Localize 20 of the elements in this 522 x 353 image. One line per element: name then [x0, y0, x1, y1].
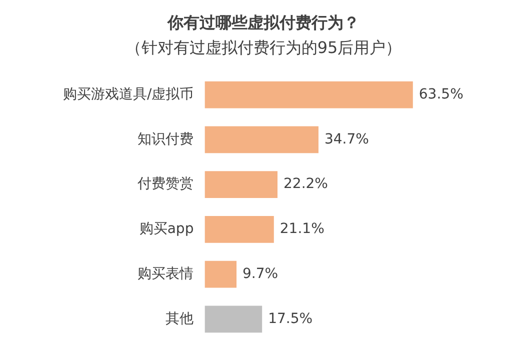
- bar: [204, 171, 278, 198]
- chart-title: 你有过哪些虚拟付费行为？: [166, 12, 360, 32]
- chart-subtitle: （针对有过虚拟付费行为的95后用户）: [125, 38, 402, 57]
- bar: [204, 306, 262, 333]
- data-label: 17.5%: [268, 310, 313, 327]
- y-tick-label: 购买表情: [138, 266, 194, 282]
- bar: [204, 126, 318, 154]
- data-label: 22.2%: [284, 176, 328, 192]
- y-tick-label: 购买游戏道具/虚拟币: [63, 86, 194, 102]
- bar: [204, 260, 237, 288]
- data-label: 63.5%: [418, 86, 464, 102]
- y-tick-label: 购买app: [139, 221, 194, 238]
- y-tick-label: 付费赞赏: [136, 176, 194, 192]
- data-label: 9.7%: [242, 266, 278, 282]
- data-label: 34.7%: [324, 131, 369, 148]
- data-label: 21.1%: [280, 221, 324, 238]
- y-tick-label: 其他: [166, 310, 194, 327]
- y-tick-label: 知识付费: [138, 131, 194, 148]
- bar: [204, 81, 413, 108]
- bar: [204, 216, 274, 243]
